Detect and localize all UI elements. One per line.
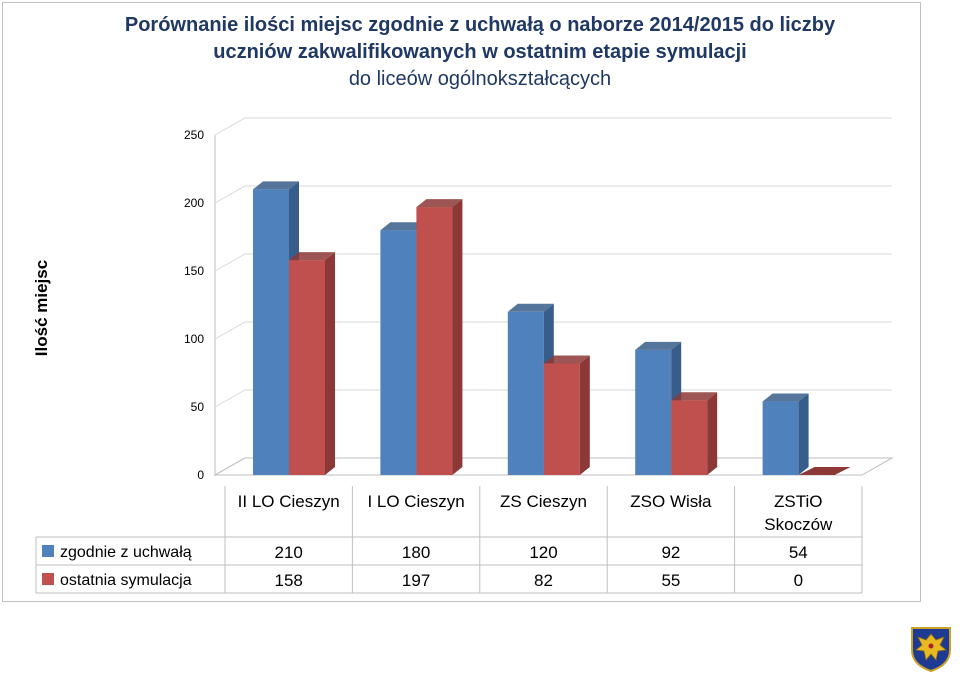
coat-of-arms-icon	[911, 627, 951, 672]
bar-side	[707, 392, 718, 475]
chart-title-line: Porównanie ilości miejsc zgodnie z uchwa…	[124, 14, 836, 36]
y-tick-label: 250	[184, 128, 204, 142]
data-value: 0	[794, 571, 803, 590]
legend-label: ostatnia symulacja	[60, 572, 192, 589]
data-value: 210	[275, 543, 303, 562]
bar	[289, 260, 325, 475]
bar	[416, 207, 453, 475]
gridline	[214, 185, 892, 204]
bar-top	[762, 393, 809, 402]
gridline	[214, 321, 892, 340]
bar-side	[798, 393, 809, 475]
y-tick-label: 200	[184, 196, 204, 210]
back-wall-edge	[214, 135, 246, 476]
bar-side	[325, 252, 335, 475]
bar-top	[671, 392, 718, 401]
bar-top	[798, 467, 851, 475]
legend-label: zgodnie z uchwałą	[60, 544, 192, 561]
bar	[507, 311, 544, 475]
data-value: 92	[661, 543, 680, 562]
chart-title-line: do liceów ogólnokształcących	[348, 68, 612, 90]
bar-top	[380, 222, 427, 231]
bar	[543, 363, 580, 475]
category-label: Skoczów	[764, 515, 833, 534]
legend-swatch	[42, 545, 54, 557]
data-value: 158	[275, 571, 303, 590]
bar-top	[289, 252, 335, 261]
bar-top	[543, 355, 590, 364]
data-value: 180	[402, 543, 430, 562]
category-label: ZSO Wisła	[630, 492, 712, 511]
bar	[253, 189, 289, 475]
bar-top	[635, 341, 682, 350]
bar	[380, 230, 417, 475]
y-tick-label: 0	[197, 468, 204, 482]
y-tick-label: 100	[184, 332, 204, 346]
gridline	[214, 253, 892, 272]
category-label: ZSTiO	[774, 492, 822, 511]
bar-top	[416, 199, 463, 208]
data-value: 120	[529, 543, 557, 562]
legend-swatch	[42, 573, 54, 585]
category-label: II LO Cieszyn	[238, 492, 340, 511]
data-value: 82	[534, 571, 553, 590]
category-label: I LO Cieszyn	[367, 492, 464, 511]
bar-top	[507, 303, 554, 312]
y-tick-label: 50	[191, 400, 205, 414]
bar-top	[253, 181, 299, 190]
bar	[635, 349, 672, 475]
bar	[762, 401, 799, 475]
data-value: 55	[661, 571, 680, 590]
bar-side	[452, 199, 463, 475]
chart-title: Porównanie ilości miejsc zgodnie z uchwa…	[60, 12, 900, 93]
data-value: 197	[402, 571, 430, 590]
gridline	[214, 117, 892, 136]
bar-side	[579, 355, 590, 475]
data-value: 54	[789, 543, 808, 562]
chart-title-line: uczniów zakwalifikowanych w ostatnim eta…	[213, 41, 747, 63]
y-tick-label: 150	[184, 264, 204, 278]
bar	[671, 400, 708, 475]
category-label: ZS Cieszyn	[500, 492, 587, 511]
